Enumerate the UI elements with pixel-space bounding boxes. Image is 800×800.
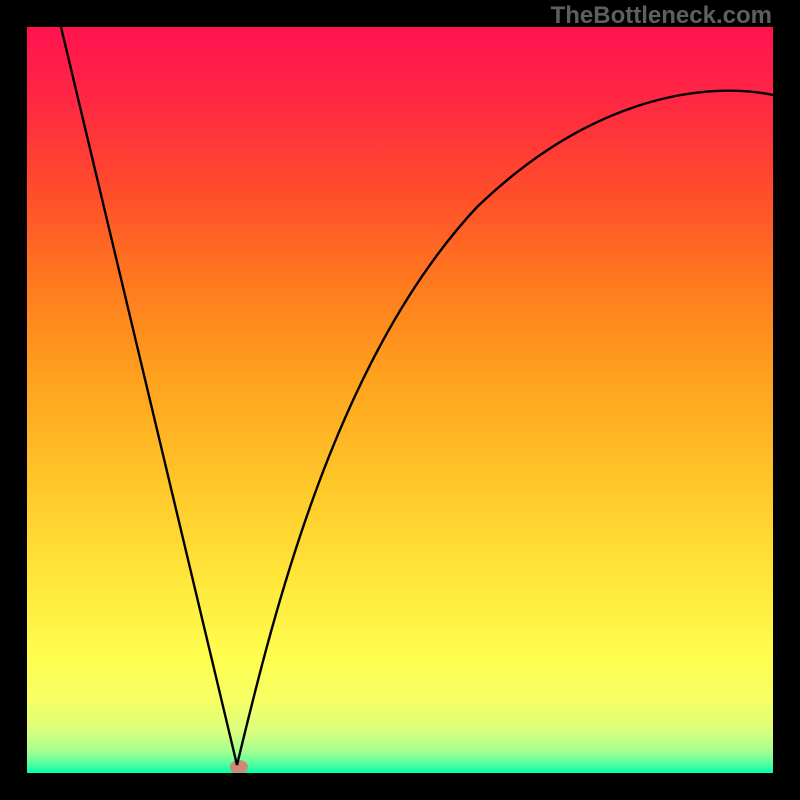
minimum-marker	[230, 760, 248, 773]
bottleneck-curve	[61, 27, 773, 765]
chart-svg	[27, 27, 773, 773]
plot-area	[27, 27, 773, 773]
watermark-text: TheBottleneck.com	[551, 2, 772, 30]
